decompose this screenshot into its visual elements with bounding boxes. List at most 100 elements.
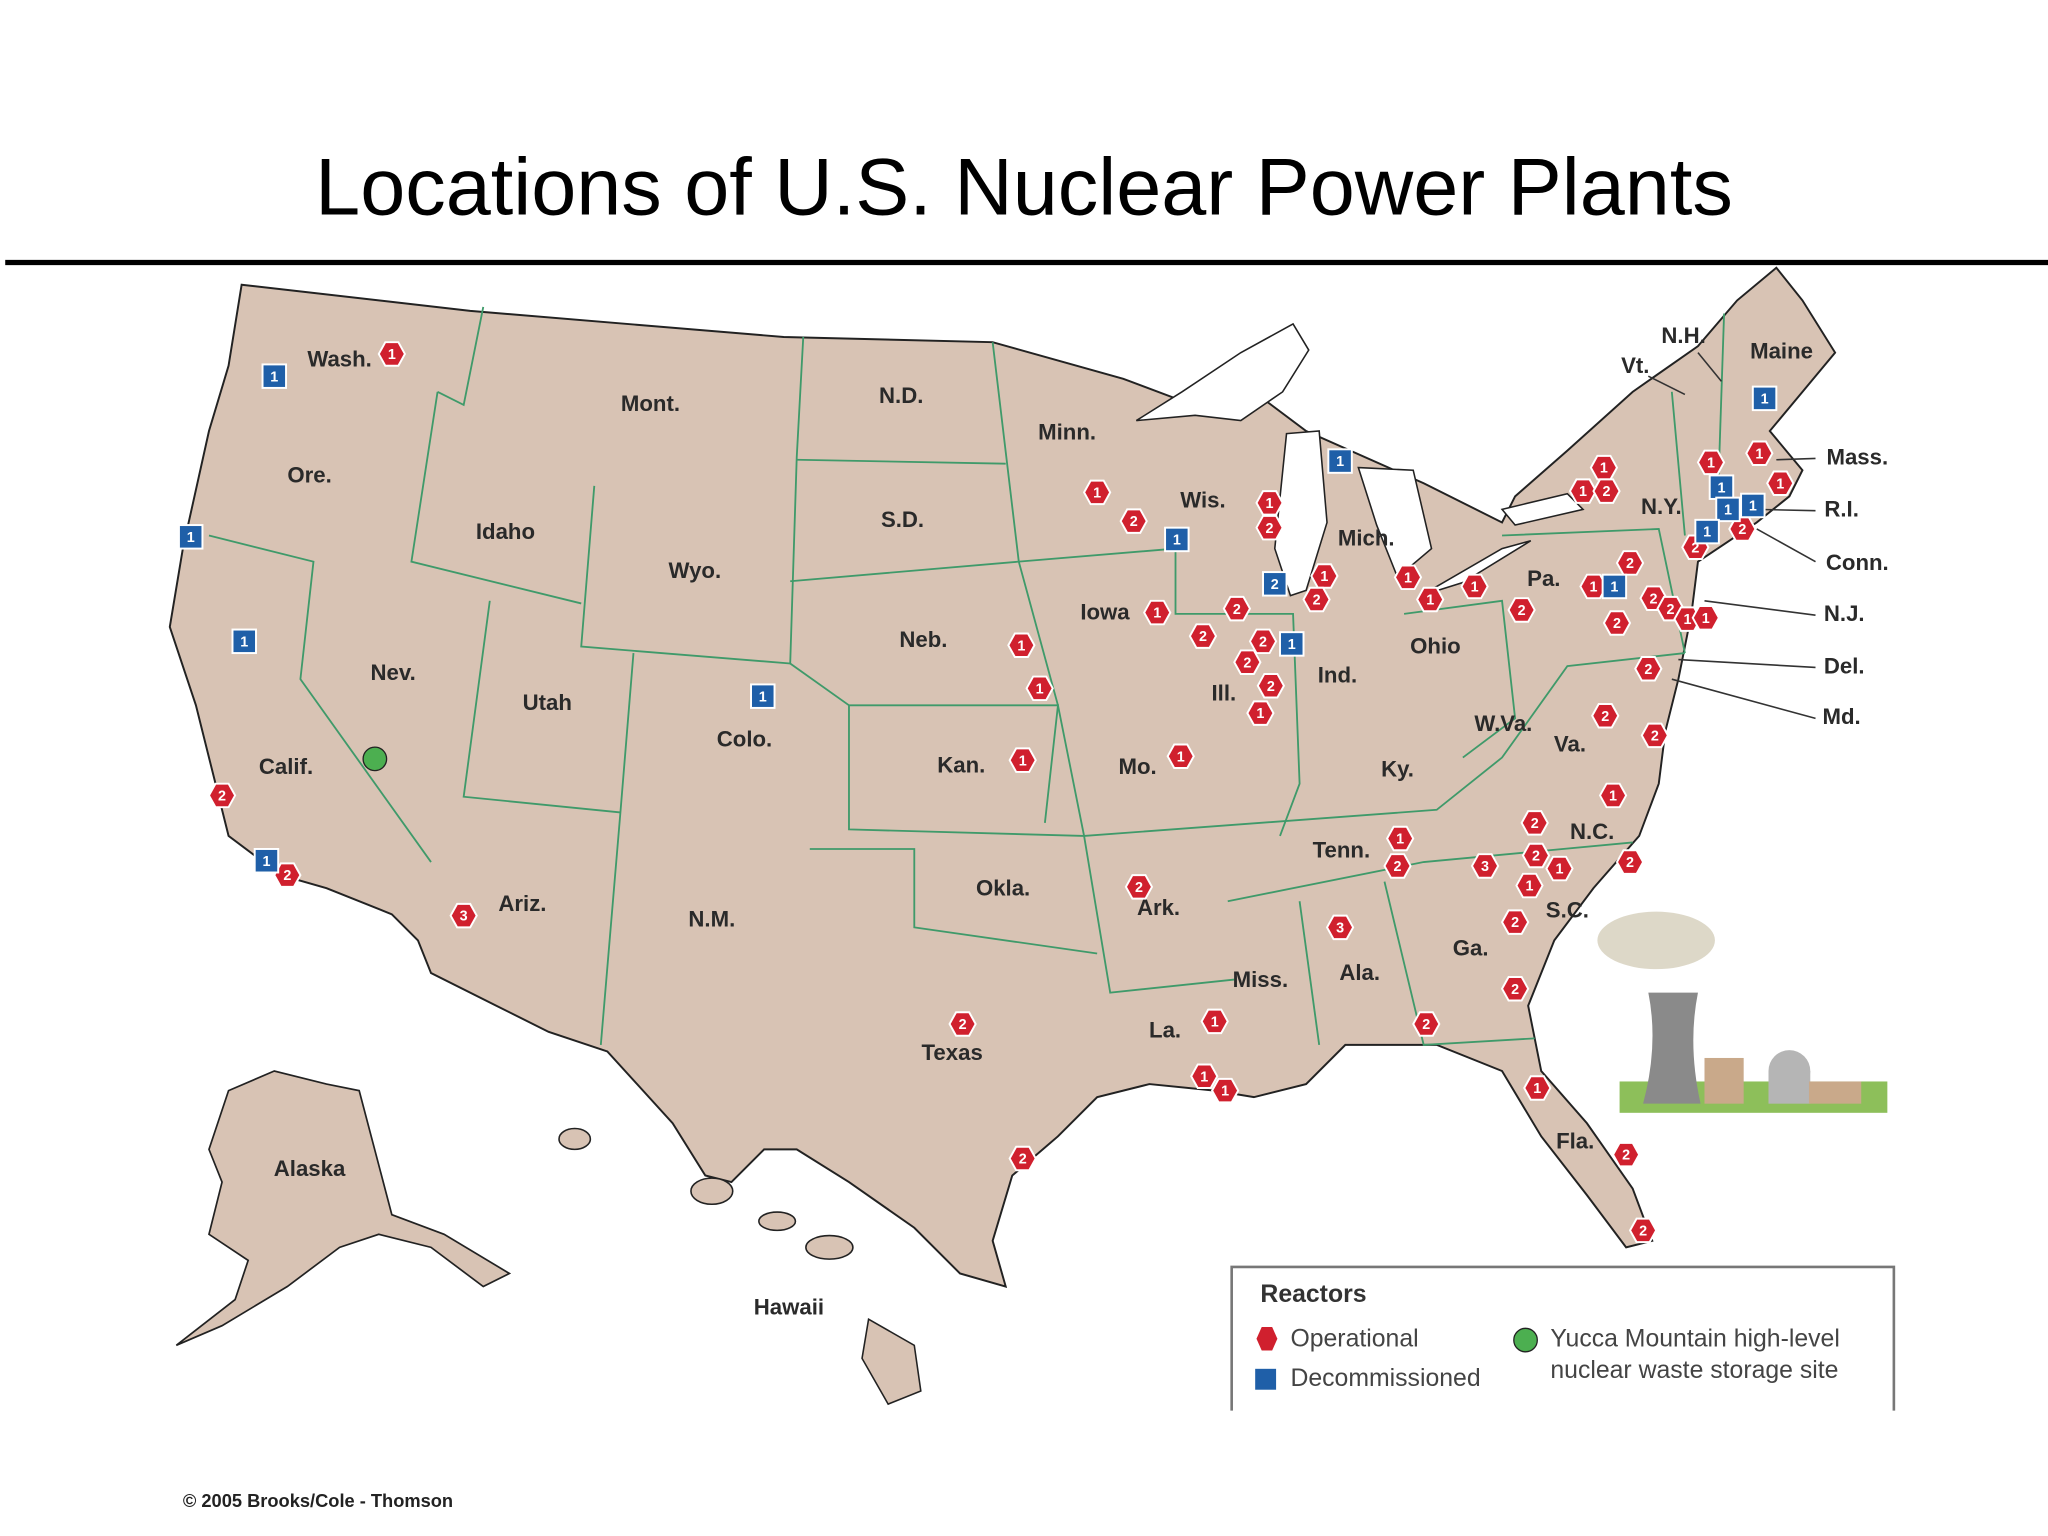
state-label: Ky. [1381, 756, 1414, 781]
reactor-count: 2 [1667, 602, 1675, 618]
yucca-mountain-site [362, 746, 388, 772]
reactor-count: 2 [1626, 855, 1634, 871]
reactor-count: 2 [1644, 662, 1652, 678]
reactor-count: 2 [1639, 1223, 1647, 1239]
operational-reactor [1520, 810, 1549, 836]
reactor-count: 1 [262, 854, 270, 870]
operational-reactor [1302, 586, 1331, 613]
reactor-count: 1 [1200, 1069, 1208, 1085]
state-label: Idaho [476, 519, 535, 544]
operational-reactor [1188, 623, 1218, 649]
state-label: Okla. [976, 875, 1030, 900]
reactor-count: 1 [1177, 749, 1185, 765]
operational-reactor [1233, 649, 1262, 675]
operational-reactor [1007, 632, 1036, 658]
reactor-count: 2 [1511, 915, 1519, 931]
operational-reactor [1008, 1145, 1037, 1172]
reactor-count: 1 [1211, 1014, 1219, 1030]
reactor-count: 2 [1313, 593, 1321, 609]
reactor-count: 1 [1288, 637, 1296, 653]
operational-reactor [1611, 1141, 1641, 1168]
operational-reactor [377, 341, 407, 367]
operational-reactor [1634, 656, 1663, 682]
operational-reactor [948, 1011, 977, 1037]
reactor-count: 1 [1396, 832, 1404, 848]
operational-reactor [1460, 573, 1489, 600]
reactor-count: 2 [959, 1017, 967, 1033]
state-label: Pa. [1527, 566, 1560, 591]
operational-reactor [1500, 975, 1530, 1002]
reactor-count: 3 [1336, 920, 1344, 936]
reactor-count: 2 [1691, 540, 1699, 556]
reactor-count: 2 [1511, 982, 1519, 998]
operational-reactor [1766, 470, 1795, 496]
reactor-count: 1 [1036, 681, 1044, 697]
great-lakes [1135, 322, 1585, 597]
state-label: Ariz. [498, 891, 546, 916]
state-label: N.H. [1661, 323, 1705, 348]
decommissioned-reactor [1327, 448, 1353, 474]
operational-reactor [1255, 514, 1284, 541]
reactor-count: 2 [1199, 629, 1207, 645]
reactor-count: 2 [1613, 616, 1621, 632]
reactor-count: 1 [1266, 496, 1274, 512]
credit: © 2005 Brooks/Cole - Thomson [183, 1490, 453, 1511]
reactor-count: 1 [1684, 612, 1692, 628]
state-label: N.Y. [1641, 494, 1682, 519]
reactor-count: 1 [1749, 499, 1757, 515]
state-label: Iowa [1080, 600, 1130, 625]
state-label: Mass. [1826, 444, 1888, 469]
operational-reactor [1523, 1075, 1552, 1101]
legend-operational-icon [1256, 1327, 1278, 1351]
reactor-count: 3 [460, 909, 468, 925]
state-label: Md. [1823, 704, 1861, 729]
operational-reactor [1696, 449, 1726, 476]
operational-reactor [1385, 825, 1415, 852]
reactor-count: 1 [759, 689, 767, 705]
state-label: Va. [1554, 732, 1586, 757]
reactor-count: 1 [1600, 461, 1608, 477]
state-label: Miss. [1233, 967, 1289, 992]
operational-reactor [1393, 564, 1423, 591]
state-label: Mich. [1338, 525, 1395, 550]
state-label: Colo. [717, 726, 772, 751]
reactor-count: 1 [1589, 580, 1597, 596]
state-label: Ala. [1339, 960, 1380, 985]
operational-reactor [1615, 849, 1645, 875]
operational-reactor [1256, 672, 1286, 699]
legend: Reactors Operational Decommissioned Yucc… [1230, 1265, 1896, 1411]
decommissioned-reactor [1715, 496, 1741, 523]
reactor-count: 2 [1532, 849, 1540, 865]
reactor-count: 1 [1256, 706, 1264, 722]
reactor-count: 2 [283, 868, 291, 884]
operational-reactor [1248, 628, 1278, 655]
reactor-count: 1 [1755, 446, 1763, 462]
operational-reactor [1412, 1011, 1441, 1037]
state-label: Fla. [1556, 1129, 1594, 1154]
operational-reactor [1500, 909, 1530, 935]
decommissioned-reactor [1694, 518, 1720, 545]
state-label: N.J. [1824, 601, 1865, 626]
decommissioned-reactor [231, 628, 257, 655]
operational-reactor [273, 862, 302, 888]
operational-reactor [449, 902, 478, 929]
operational-reactor [1515, 872, 1544, 899]
operational-reactor [1591, 703, 1620, 729]
decommissioned-reactor [253, 848, 280, 874]
reactor-count: 1 [1426, 593, 1434, 609]
state-label: S.D. [881, 507, 924, 532]
state-label: Ohio [1410, 634, 1461, 659]
reactor-count: 1 [1019, 753, 1027, 769]
state-label: Texas [922, 1040, 983, 1065]
decommissioned-reactor [177, 524, 204, 550]
operational-reactor [1416, 586, 1445, 613]
reactor-count: 1 [1471, 580, 1479, 596]
power-plant-illustration [1597, 911, 1888, 1113]
state-label: Wash. [307, 346, 372, 371]
decommissioned-reactor [1601, 573, 1628, 600]
state-label: Nev. [371, 660, 416, 685]
reactor-count: 2 [1518, 603, 1526, 619]
